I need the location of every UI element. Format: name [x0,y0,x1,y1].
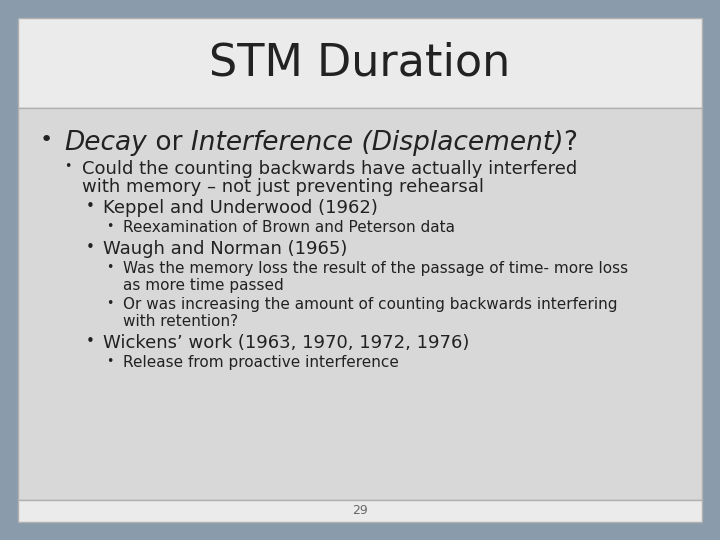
Text: Waugh and Norman (1965): Waugh and Norman (1965) [103,240,347,258]
Text: Wickens’ work (1963, 1970, 1972, 1976): Wickens’ work (1963, 1970, 1972, 1976) [103,334,469,352]
Text: •: • [107,261,114,274]
Text: •: • [86,199,94,214]
Bar [18,108,702,500]
Text: as more time passed: as more time passed [123,278,284,293]
Text: or: or [147,130,191,156]
Text: •: • [107,297,114,310]
Text: Could the counting backwards have actually interfered: Could the counting backwards have actual… [82,160,577,178]
Text: with memory – not just preventing rehearsal: with memory – not just preventing rehear… [82,178,484,196]
Text: •: • [64,160,72,173]
Text: with retention?: with retention? [123,314,238,329]
Text: •: • [86,240,94,255]
Text: ?: ? [563,130,577,156]
Text: Reexamination of Brown and Peterson data: Reexamination of Brown and Peterson data [123,220,455,235]
Text: Or was increasing the amount of counting backwards interfering: Or was increasing the amount of counting… [123,297,618,312]
Text: •: • [107,220,114,233]
Bar [18,500,702,522]
Text: Decay: Decay [64,130,147,156]
Text: Was the memory loss the result of the passage of time- more loss: Was the memory loss the result of the pa… [123,261,628,276]
Text: Release from proactive interference: Release from proactive interference [123,355,399,370]
Bar [18,18,702,108]
Text: Interference (Displacement): Interference (Displacement) [191,130,563,156]
Text: •: • [107,355,114,368]
Text: •: • [40,130,53,150]
Text: Keppel and Underwood (1962): Keppel and Underwood (1962) [103,199,378,217]
Text: •: • [86,334,94,349]
Text: STM Duration: STM Duration [210,42,510,84]
Text: 29: 29 [352,504,368,517]
